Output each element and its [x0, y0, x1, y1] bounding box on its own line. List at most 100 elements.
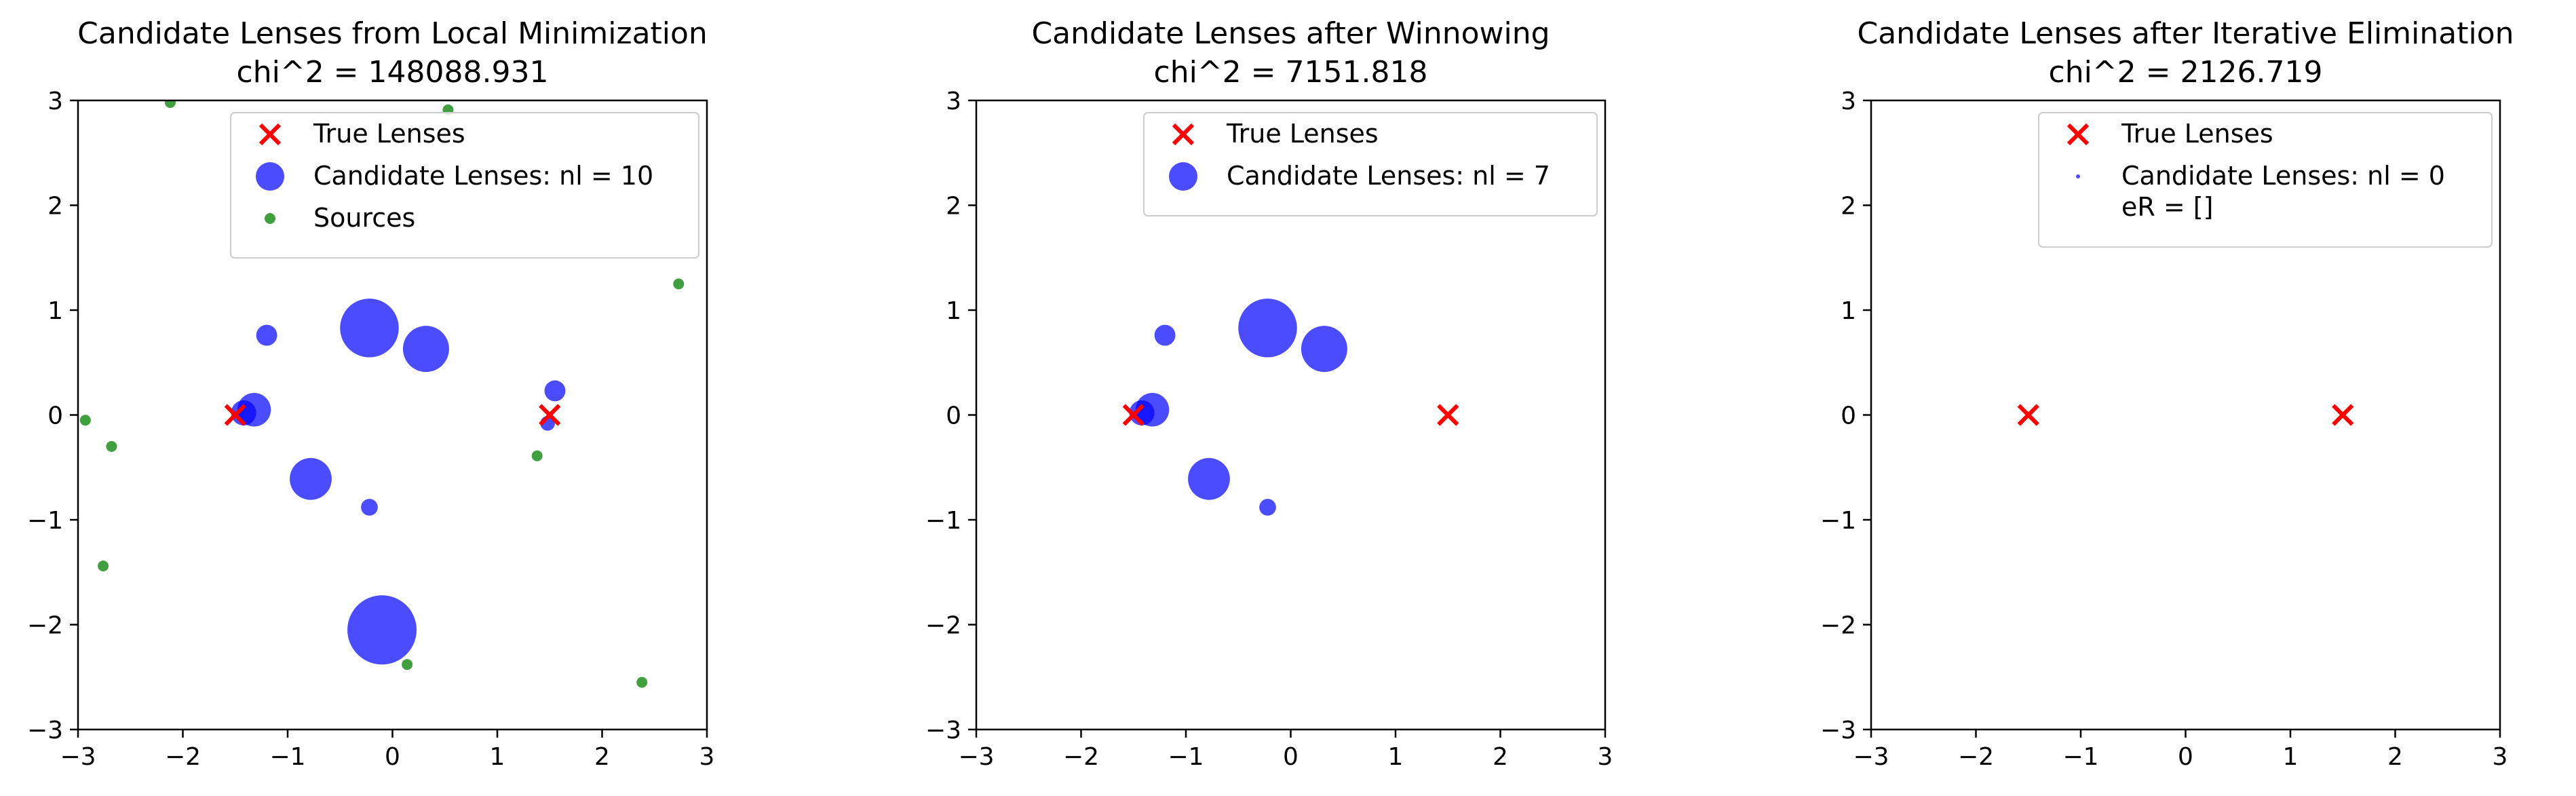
x-tick-label: 0	[2178, 743, 2193, 771]
legend-entry: Candidate Lenses: nl = 10	[256, 161, 653, 191]
legend-label: Sources	[313, 203, 415, 233]
legend-entry: True Lenses	[1172, 119, 1379, 149]
candidate-lens-point	[361, 499, 378, 516]
legend-box	[1143, 112, 1598, 216]
y-tick-label: 1	[946, 297, 961, 325]
legend-box	[2038, 112, 2493, 248]
x-tick-label: 3	[1598, 743, 1613, 771]
legend-circle-marker	[256, 162, 284, 191]
legend-x-marker	[1172, 123, 1195, 146]
legend-entry: Candidate Lenses: nl = 0 eR = []	[2076, 161, 2445, 222]
candidate-lens-point	[1238, 299, 1297, 358]
legend: True Lenses Candidate Lenses: nl = 10 Sour…	[230, 112, 699, 259]
legend-entry: True Lenses	[258, 119, 465, 149]
y-tick-label: 0	[946, 402, 961, 430]
chart-subtitle: chi^2 = 148088.931	[237, 55, 549, 90]
chart-title: Candidate Lenses after Winnowing	[1031, 16, 1550, 51]
y-tick-label: −2	[1820, 612, 1856, 640]
legend-entry: Sources	[265, 203, 415, 233]
candidate-lens-point	[237, 393, 271, 427]
legend-label: eR = []	[2121, 192, 2213, 222]
y-tick-label: −3	[1820, 717, 1856, 744]
candidate-lens-point	[340, 299, 399, 358]
plot-area	[79, 100, 685, 688]
chart-title: Candidate Lenses after Iterative Elimina…	[1858, 16, 2514, 51]
legend-x-marker	[2066, 123, 2090, 146]
true-lens-marker	[1437, 404, 1459, 426]
candidate-lens-point	[402, 326, 449, 373]
chart-subtitle: chi^2 = 2126.719	[2049, 55, 2323, 90]
source-point	[673, 278, 685, 290]
x-tick-label: 3	[2493, 743, 2508, 771]
x-tick-label: −2	[1063, 743, 1099, 771]
legend-dot-marker	[265, 213, 275, 224]
legend-label: True Lenses	[1226, 119, 1379, 149]
x-tick-label: −1	[1168, 743, 1204, 771]
y-tick-label: 3	[1841, 88, 1856, 115]
true-lens-marker	[2332, 404, 2354, 426]
y-tick-label: −1	[27, 507, 63, 535]
source-point	[79, 415, 91, 426]
x-tick-label: 2	[594, 743, 610, 771]
x-tick-label: 3	[699, 743, 715, 771]
x-tick-label: 1	[1388, 743, 1404, 771]
legend-entry: Candidate Lenses: nl = 7	[1169, 161, 1550, 191]
source-point	[636, 677, 648, 688]
source-point	[531, 450, 543, 461]
true-lens-marker	[224, 404, 246, 426]
legend-label: Candidate Lenses: nl = 0	[2121, 161, 2445, 191]
source-point	[402, 659, 413, 670]
y-tick-label: −1	[1820, 507, 1856, 535]
true-lens-marker	[539, 404, 561, 426]
candidate-lens-point	[290, 457, 332, 500]
candidate-lens-point	[1154, 324, 1176, 346]
true-lens-marker	[2017, 404, 2039, 426]
x-tick-label: −1	[269, 743, 305, 771]
legend-box	[230, 112, 699, 259]
legend: True Lenses Candidate Lenses: nl = 7	[1143, 112, 1598, 216]
x-tick-label: −3	[958, 743, 994, 771]
legend-label: True Lenses	[313, 119, 465, 149]
legend-circle-marker	[2076, 174, 2080, 178]
panel-2: Candidate Lenses after Winnowing chi^2 = …	[925, 16, 1613, 771]
x-tick-label: −1	[2062, 743, 2098, 771]
y-tick-label: 2	[946, 193, 961, 221]
x-tick-label: −2	[1958, 743, 1994, 771]
x-tick-label: 1	[490, 743, 505, 771]
y-tick-label: 1	[47, 297, 63, 325]
source-point	[164, 100, 176, 109]
y-tick-label: −2	[925, 612, 961, 640]
true-lens-marker	[1122, 404, 1145, 426]
y-tick-label: 3	[946, 88, 961, 115]
source-point	[98, 560, 109, 571]
candidate-lens-point	[1301, 326, 1347, 373]
y-tick-label: 3	[47, 88, 63, 115]
x-tick-label: 1	[2283, 743, 2299, 771]
candidate-lens-point	[347, 595, 417, 665]
chart-subtitle: chi^2 = 7151.818	[1154, 55, 1428, 90]
x-tick-label: −2	[165, 743, 201, 771]
legend: True Lenses Candidate Lenses: nl = 0 eR =…	[2038, 112, 2493, 248]
candidate-lens-point	[1259, 499, 1276, 516]
legend-label: True Lenses	[2121, 119, 2273, 149]
y-tick-label: 1	[1841, 297, 1856, 325]
legend-entry: True Lenses	[2066, 119, 2273, 149]
candidate-lens-point	[1188, 457, 1230, 500]
legend-x-marker	[258, 123, 282, 146]
legend-label: Candidate Lenses: nl = 7	[1227, 161, 1550, 191]
x-tick-label: 0	[385, 743, 400, 771]
x-tick-label: −3	[1853, 743, 1889, 771]
y-tick-label: −3	[27, 717, 63, 744]
x-tick-label: 2	[1493, 743, 1508, 771]
legend-label: Candidate Lenses: nl = 10	[313, 161, 653, 191]
x-tick-label: −3	[60, 743, 96, 771]
y-tick-label: −3	[925, 717, 961, 744]
plot-area	[1122, 299, 1459, 516]
panel-3: Candidate Lenses after Iterative Elimina…	[1820, 16, 2514, 771]
source-point	[106, 440, 117, 452]
y-tick-label: 0	[47, 402, 63, 430]
candidate-lens-point	[1135, 393, 1170, 427]
chart-title: Candidate Lenses from Local Minimization	[77, 16, 708, 51]
panel-1: Candidate Lenses from Local Minimization…	[27, 16, 715, 771]
